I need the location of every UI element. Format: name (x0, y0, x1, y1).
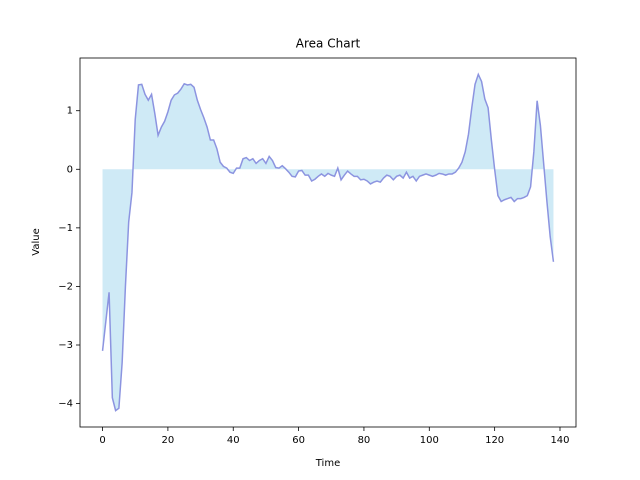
x-axis-label: Time (315, 458, 340, 469)
x-tick-label: 20 (162, 435, 175, 446)
y-tick-label: 1 (67, 106, 73, 117)
x-tick-label: 60 (292, 435, 305, 446)
y-tick-label: −4 (58, 399, 73, 410)
plot-frame (79, 57, 577, 428)
x-tick-label: 100 (420, 435, 439, 446)
x-tick-label: 0 (99, 435, 105, 446)
area-line (101, 72, 555, 412)
y-tick-label: 0 (67, 164, 73, 175)
y-tick-label: −1 (58, 223, 73, 234)
x-tick-label: 80 (358, 435, 371, 446)
chart-title: Area Chart (296, 37, 361, 51)
x-tick-label: 140 (550, 435, 569, 446)
y-tick-label: −3 (58, 340, 73, 351)
area-fill (102, 74, 554, 411)
x-tick-label: 40 (227, 435, 240, 446)
y-axis-label: Value (31, 228, 42, 255)
y-tick-label: −2 (58, 281, 73, 292)
x-tick-label: 120 (485, 435, 504, 446)
